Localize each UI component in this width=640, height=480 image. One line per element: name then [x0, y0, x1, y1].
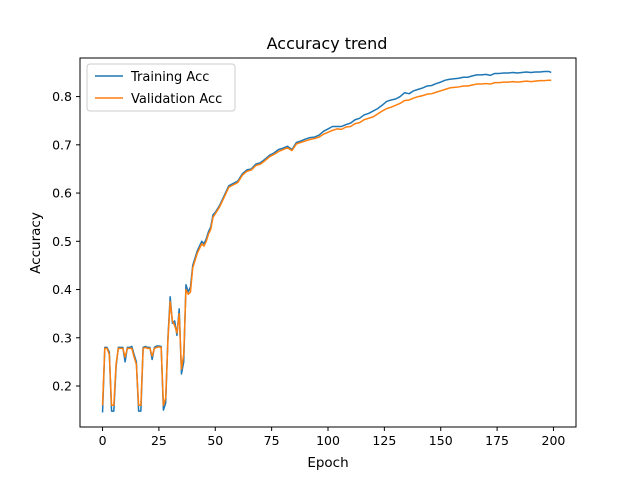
x-tick-label: 0 [99, 433, 107, 448]
x-tick-label: 100 [316, 433, 340, 448]
x-tick-label: 50 [207, 433, 223, 448]
y-tick-label: 0.2 [52, 379, 72, 394]
y-tick-label: 0.4 [52, 282, 72, 297]
legend: Training Acc Validation Acc [86, 63, 236, 112]
x-tick-label: 75 [264, 433, 280, 448]
y-axis-ticks: 0.2 0.3 0.4 0.5 0.6 0.7 0.8 [52, 89, 80, 394]
series-line-training-acc [101, 70, 552, 413]
x-tick-label: 200 [542, 433, 566, 448]
plot-lines [101, 70, 552, 413]
x-tick-label: 125 [372, 433, 396, 448]
x-axis-label: Epoch [307, 455, 348, 471]
legend-label-training: Training Acc [130, 70, 209, 85]
plot-frame [79, 57, 577, 428]
x-tick-label: 25 [151, 433, 167, 448]
x-tick-label: 150 [429, 433, 453, 448]
y-tick-label: 0.6 [52, 186, 72, 201]
x-axis-ticks: 0 25 50 75 100 125 150 175 200 [99, 427, 566, 448]
x-tick-label: 175 [485, 433, 509, 448]
legend-box [86, 63, 236, 112]
series-line-validation-acc [101, 79, 552, 407]
y-tick-label: 0.7 [52, 137, 72, 152]
y-axis-label: Accuracy [28, 212, 44, 274]
y-tick-label: 0.8 [52, 89, 72, 104]
legend-label-validation: Validation Acc [131, 92, 222, 107]
chart-title: Accuracy trend [267, 34, 388, 53]
y-tick-label: 0.5 [52, 234, 72, 249]
y-tick-label: 0.3 [52, 330, 72, 345]
